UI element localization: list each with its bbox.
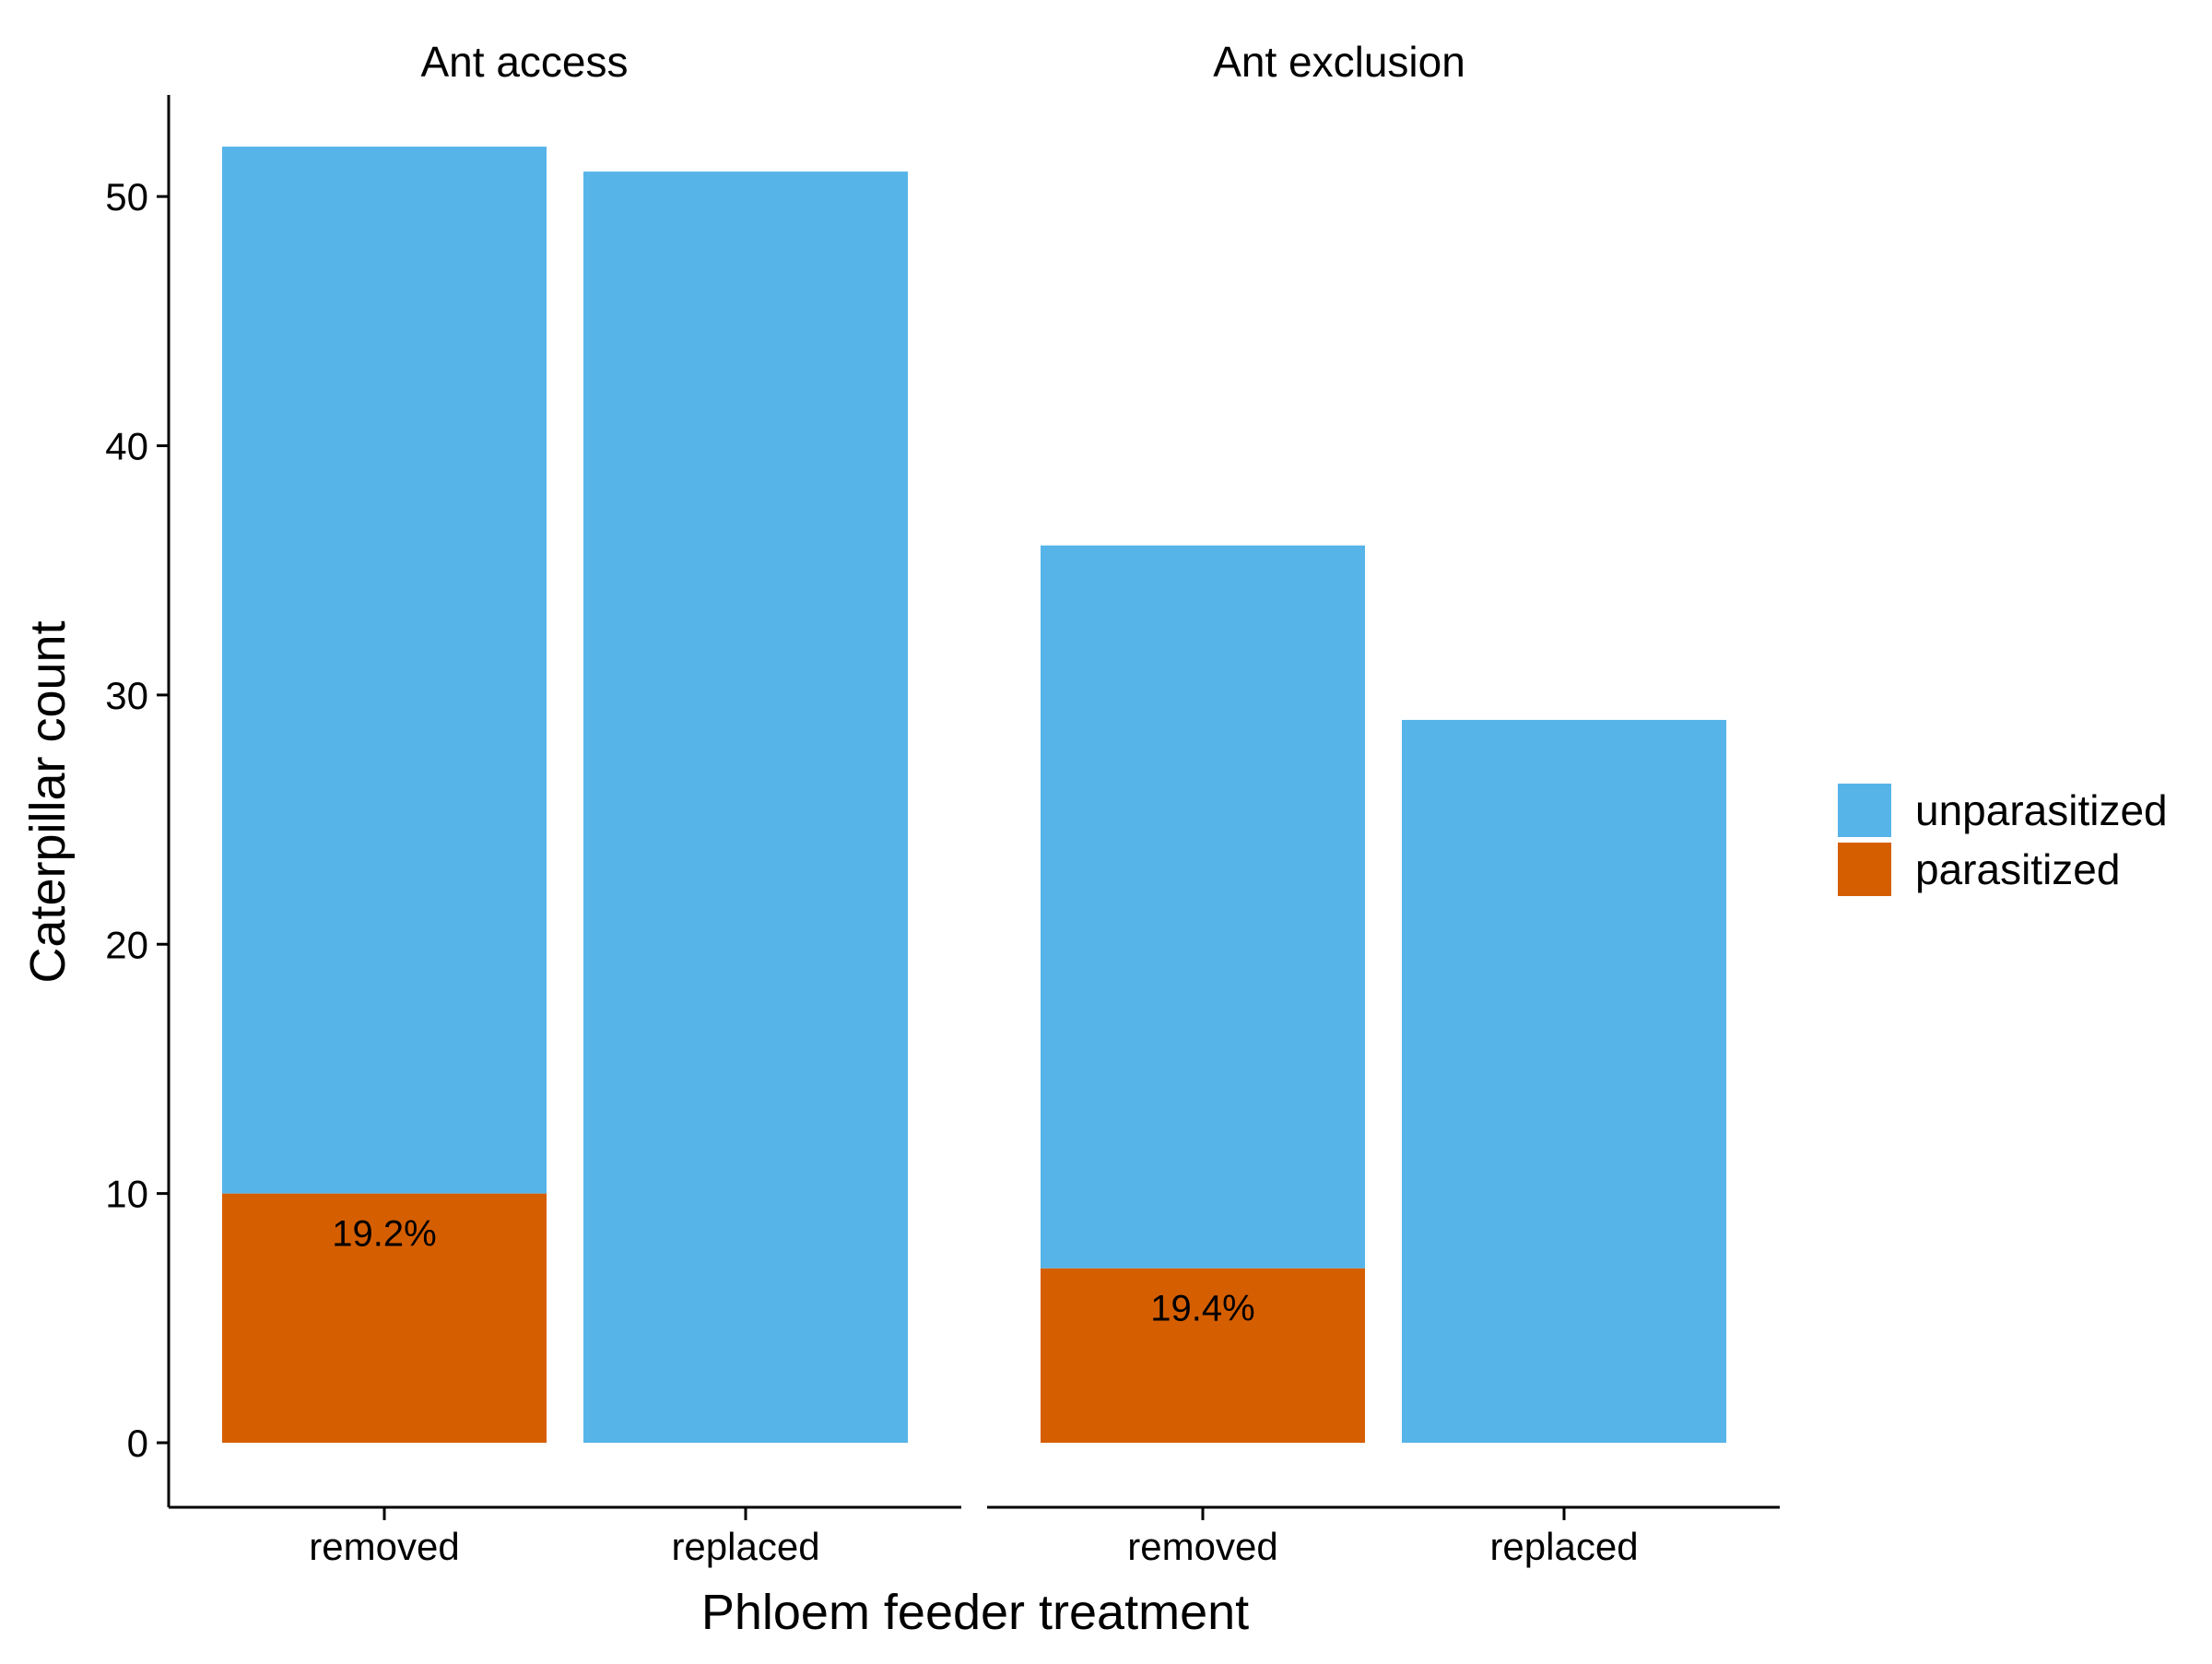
y-tick-label: 50 xyxy=(105,175,148,218)
bar-parasitized xyxy=(1041,1268,1365,1443)
bar-percent-label: 19.4% xyxy=(1150,1289,1254,1329)
x-axis-title: Phloem feeder treatment xyxy=(701,1585,1249,1640)
bar-unparasitized xyxy=(222,147,547,1194)
x-tick-label: replaced xyxy=(1489,1525,1638,1568)
bar-unparasitized xyxy=(1041,545,1365,1269)
panel-strip-label: Ant access xyxy=(421,38,629,86)
x-tick-label: removed xyxy=(309,1525,459,1568)
y-tick-label: 10 xyxy=(105,1173,148,1216)
panel-strip-label: Ant exclusion xyxy=(1213,38,1465,86)
legend-label: parasitized xyxy=(1915,845,2120,893)
x-tick-label: replaced xyxy=(671,1525,819,1568)
y-axis-title: Caterpillar count xyxy=(20,620,76,983)
bar-unparasitized xyxy=(583,171,908,1444)
legend-key-parasitized xyxy=(1838,843,1891,896)
y-tick-label: 40 xyxy=(105,425,148,468)
legend-key-unparasitized xyxy=(1838,784,1891,837)
bar-percent-label: 19.2% xyxy=(332,1214,436,1255)
y-tick-label: 20 xyxy=(105,923,148,966)
bar-unparasitized xyxy=(1402,719,1726,1443)
legend-label: unparasitized xyxy=(1915,786,2168,834)
y-tick-label: 30 xyxy=(105,674,148,717)
x-tick-label: removed xyxy=(1127,1525,1277,1568)
bar-parasitized xyxy=(222,1193,547,1443)
y-tick-label: 0 xyxy=(127,1422,148,1465)
